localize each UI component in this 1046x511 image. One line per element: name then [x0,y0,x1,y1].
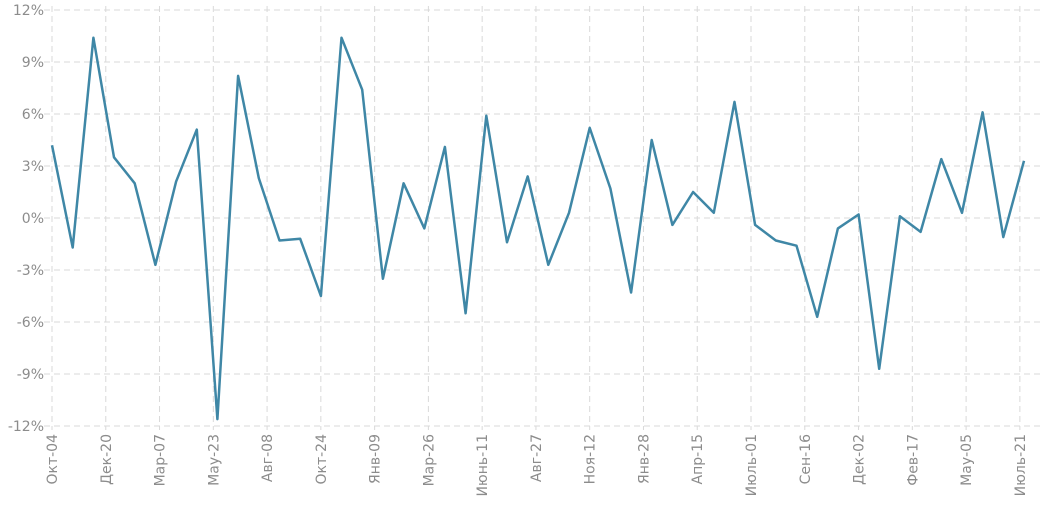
x-tick-label: Дек-20 [99,434,115,485]
series-line [50,36,1026,421]
x-tick-label: Ноя-12 [583,434,599,484]
y-tick-label: 9% [22,55,44,71]
x-tick-label: Янв-28 [636,434,652,484]
x-gridlines [51,6,1021,430]
x-axis-tick-labels: Окт-04 Дек-20 Мар-07 Мау-23 Авг-08 Окт-24 Янв-… [45,434,1029,497]
x-tick-label: Авг-08 [260,434,276,482]
x-tick-label: Июль-01 [744,434,760,496]
x-tick-label: Янв-09 [368,434,384,484]
x-tick-label: Мау-23 [206,434,222,486]
x-tick-label: Авг-27 [529,434,545,482]
x-tick-label: Окт-24 [314,434,330,485]
y-tick-label: 3% [22,159,44,175]
y-tick-label: -6% [17,315,44,331]
x-tick-label: Фев-17 [905,434,921,486]
y-tick-label: -9% [17,367,44,383]
x-tick-label: Июль-21 [1013,434,1029,496]
y-axis-tick-labels: 12% 9% 6% 3% 0% -3% -6% -9% -12% [8,3,44,435]
x-tick-label: Мау-05 [959,434,975,486]
x-tick-label: Сен-16 [798,434,814,485]
x-tick-label: Мар-07 [153,434,169,486]
y-tick-label: -3% [17,263,44,279]
y-tick-label: 0% [22,211,44,227]
x-tick-label: Окт-04 [45,434,61,485]
x-tick-label: Дек-02 [852,434,868,485]
y-tick-label: -12% [8,419,44,435]
x-tick-label: Мар-26 [421,434,437,487]
y-tick-label: 6% [22,107,44,123]
x-tick-label: Апр-15 [690,434,706,484]
y-tick-label: 12% [13,3,44,19]
y-gridlines [44,9,1044,427]
x-tick-label: Июнь-11 [475,434,491,497]
